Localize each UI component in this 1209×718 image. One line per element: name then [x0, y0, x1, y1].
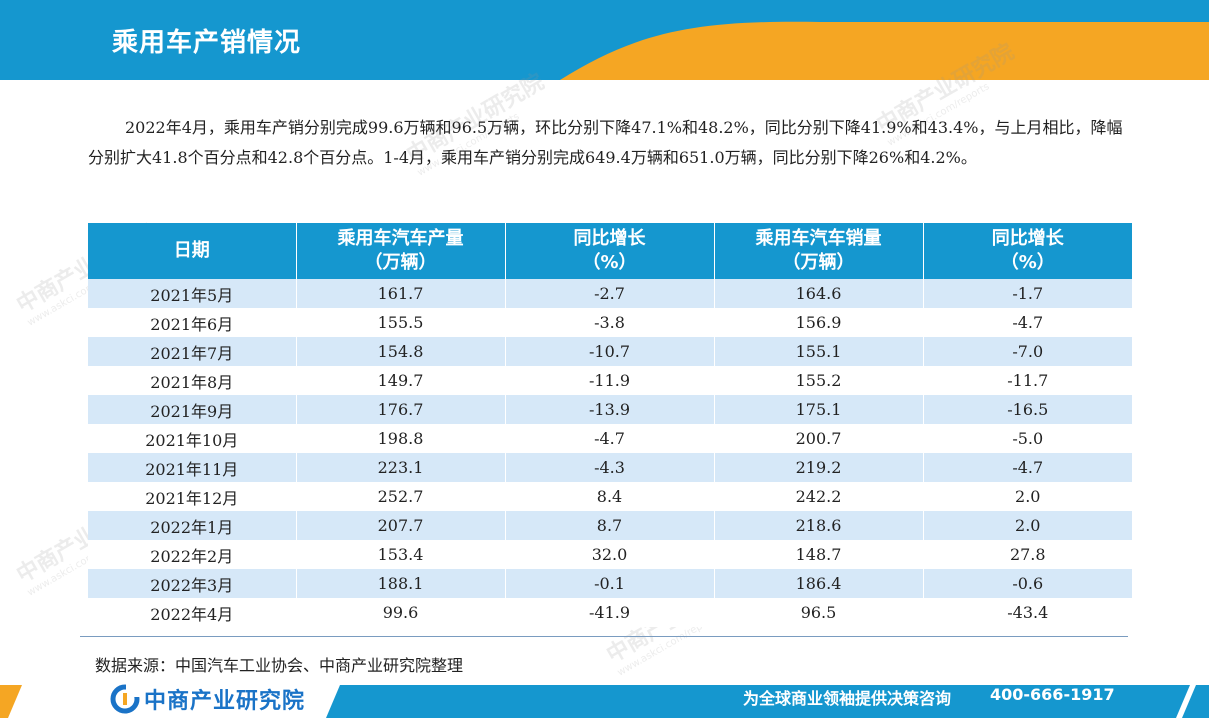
cell-date: 2021年11月	[88, 453, 297, 482]
table-row: 2022年4月 99.6 -41.9 96.5 -43.4	[88, 598, 1132, 627]
cell-date: 2021年10月	[88, 424, 297, 453]
cell-production: 176.7	[296, 395, 506, 424]
table-row: 2021年5月 161.7 -2.7 164.6 -1.7	[88, 279, 1132, 308]
table-row: 2022年2月 153.4 32.0 148.7 27.8	[88, 540, 1132, 569]
cell-sales-yoy: -5.0	[923, 424, 1132, 453]
cell-date: 2022年2月	[88, 540, 297, 569]
cell-date: 2021年8月	[88, 366, 297, 395]
cell-production-yoy: -11.9	[505, 366, 715, 395]
cell-production-yoy: 8.7	[505, 511, 715, 540]
cell-production: 198.8	[296, 424, 506, 453]
cell-production-yoy: 32.0	[505, 540, 715, 569]
cell-sales: 155.1	[714, 337, 924, 366]
cell-sales-yoy: -7.0	[923, 337, 1132, 366]
cell-production: 223.1	[296, 453, 506, 482]
table-row: 2021年7月 154.8 -10.7 155.1 -7.0	[88, 337, 1132, 366]
table-header-row: 日期 乘用车汽车产量 （万辆） 同比增长 （%） 乘用车汽车销量 （万辆） 同比增长（…	[88, 223, 1132, 279]
cell-production-yoy: -2.7	[505, 279, 715, 308]
company-logo: 中商产业研究院	[110, 683, 305, 715]
cell-date: 2021年6月	[88, 308, 297, 337]
cell-sales: 148.7	[714, 540, 924, 569]
cell-sales-yoy: -4.7	[923, 453, 1132, 482]
cell-sales: 218.6	[714, 511, 924, 540]
cell-sales-yoy: 2.0	[923, 511, 1132, 540]
cell-sales-yoy: -0.6	[923, 569, 1132, 598]
header-production: 乘用车汽车产量 （万辆）	[296, 223, 506, 279]
cell-date: 2021年9月	[88, 395, 297, 424]
cell-production-yoy: -10.7	[505, 337, 715, 366]
source-note: 数据来源：中国汽车工业协会、中商产业研究院整理	[95, 656, 464, 675]
table-row: 2021年9月 176.7 -13.9 175.1 -16.5	[88, 395, 1132, 424]
table-row: 2021年10月 198.8 -4.7 200.7 -5.0	[88, 424, 1132, 453]
table-row: 2021年6月 155.5 -3.8 156.9 -4.7	[88, 308, 1132, 337]
cell-date: 2021年7月	[88, 337, 297, 366]
cell-sales-yoy: -43.4	[923, 598, 1132, 627]
cell-sales-yoy: 27.8	[923, 540, 1132, 569]
table-row: 2021年8月 149.7 -11.9 155.2 -11.7	[88, 366, 1132, 395]
cell-sales: 156.9	[714, 308, 924, 337]
cell-production: 154.8	[296, 337, 506, 366]
footer-slogan: 为全球商业领袖提供决策咨询	[743, 689, 952, 708]
cell-date: 2022年4月	[88, 598, 297, 627]
cell-production: 99.6	[296, 598, 506, 627]
cell-sales-yoy: -11.7	[923, 366, 1132, 395]
summary-paragraph: 2022年4月，乘用车产销分别完成99.6万辆和96.5万辆，环比分别下降47.…	[88, 118, 1123, 167]
table-row: 2022年3月 188.1 -0.1 186.4 -0.6	[88, 569, 1132, 598]
header-banner-shape	[0, 0, 1209, 80]
table-row: 2021年12月 252.7 8.4 242.2 2.0	[88, 482, 1132, 511]
table-row: 2022年1月 207.7 8.7 218.6 2.0	[88, 511, 1132, 540]
header-sales: 乘用车汽车销量 （万辆）	[714, 223, 924, 279]
cell-date: 2022年1月	[88, 511, 297, 540]
cell-sales-yoy: -16.5	[923, 395, 1132, 424]
cell-sales: 200.7	[714, 424, 924, 453]
cell-sales: 164.6	[714, 279, 924, 308]
cell-production: 188.1	[296, 569, 506, 598]
header-production-yoy: 同比增长 （%）	[505, 223, 715, 279]
divider	[80, 636, 1128, 637]
cell-sales-yoy: -4.7	[923, 308, 1132, 337]
cell-sales: 219.2	[714, 453, 924, 482]
footer-phone: 400-666-1917	[990, 685, 1115, 704]
cell-sales-yoy: 2.0	[923, 482, 1132, 511]
header-date: 日期	[88, 223, 297, 279]
cell-sales: 155.2	[714, 366, 924, 395]
cell-production: 155.5	[296, 308, 506, 337]
cell-sales-yoy: -1.7	[923, 279, 1132, 308]
table-body: 2021年5月 161.7 -2.7 164.6 -1.7 2021年6月 155.5 -3.…	[88, 279, 1132, 627]
cell-production-yoy: -4.7	[505, 424, 715, 453]
page-title: 乘用车产销情况	[112, 28, 302, 58]
cell-date: 2021年5月	[88, 279, 297, 308]
cell-sales: 242.2	[714, 482, 924, 511]
cell-production-yoy: -13.9	[505, 395, 715, 424]
cell-production: 252.7	[296, 482, 506, 511]
footer-bar	[0, 681, 1209, 718]
cell-date: 2021年12月	[88, 482, 297, 511]
cell-production-yoy: -41.9	[505, 598, 715, 627]
cell-date: 2022年3月	[88, 569, 297, 598]
logo-text: 中商产业研究院	[144, 689, 306, 714]
logo-icon	[110, 684, 140, 714]
header-banner: 乘用车产销情况	[0, 0, 1209, 80]
footer-bar-shape	[0, 685, 1209, 718]
cell-production: 149.7	[296, 366, 506, 395]
cell-sales: 96.5	[714, 598, 924, 627]
header-sales-yoy: 同比增长 （%）	[923, 223, 1132, 279]
cell-production-yoy: -3.8	[505, 308, 715, 337]
table-row: 2021年11月 223.1 -4.3 219.2 -4.7	[88, 453, 1132, 482]
cell-production: 207.7	[296, 511, 506, 540]
cell-production: 153.4	[296, 540, 506, 569]
cell-sales: 186.4	[714, 569, 924, 598]
cell-production-yoy: -4.3	[505, 453, 715, 482]
cell-sales: 175.1	[714, 395, 924, 424]
cell-production-yoy: -0.1	[505, 569, 715, 598]
cell-production-yoy: 8.4	[505, 482, 715, 511]
production-sales-table: 日期 乘用车汽车产量 （万辆） 同比增长 （%） 乘用车汽车销量 （万辆） 同比增长（…	[88, 223, 1132, 627]
cell-production: 161.7	[296, 279, 506, 308]
